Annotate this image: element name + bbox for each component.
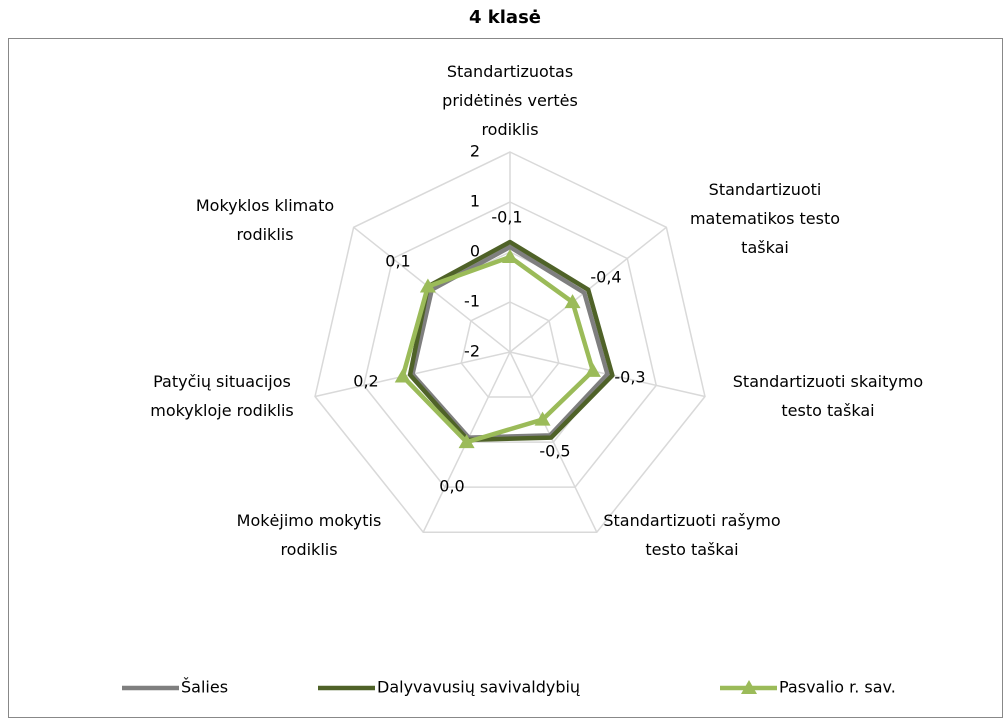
- legend-label: Pasvalio r. sav.: [779, 678, 896, 697]
- r-tick-label: 2: [470, 142, 480, 161]
- marker: [502, 249, 518, 263]
- data-label: -0,5: [539, 442, 570, 461]
- marker: [584, 362, 601, 377]
- legend-marker: [741, 680, 757, 694]
- category-label: Patyčių situacijos mokykloje rodiklis: [150, 372, 294, 420]
- spoke: [509, 351, 598, 533]
- data-label: 0,1: [385, 252, 410, 271]
- category-label: Standartizuoti skaitymo testo taškai: [733, 372, 923, 420]
- series-line: [410, 244, 610, 440]
- series-line: [400, 254, 596, 445]
- marker: [458, 434, 475, 449]
- r-tick-label: 0: [470, 242, 480, 261]
- grid-ring: [460, 301, 560, 398]
- data-label: -0,4: [590, 268, 621, 287]
- data-label: 0,2: [353, 372, 378, 391]
- grid-ring: [362, 201, 658, 488]
- category-label: Standartizuoti rašymo testo taškai: [603, 511, 780, 559]
- legend-label: Dalyvavusių savivaldybių: [377, 678, 580, 697]
- r-tick-label: -2: [464, 342, 480, 361]
- marker: [564, 294, 581, 309]
- marker: [394, 368, 411, 383]
- data-label: 0,0: [439, 477, 464, 496]
- r-tick-label: 1: [470, 192, 480, 211]
- category-label: Mokėjimo mokytis rodiklis: [237, 511, 382, 559]
- category-label: Standartizuotas pridėtinės vertės rodiklis: [442, 62, 578, 139]
- grid-ring: [314, 151, 706, 533]
- data-label: -0,1: [491, 208, 522, 227]
- category-label: Standartizuoti matematikos testo taškai: [690, 180, 840, 257]
- marker: [419, 278, 436, 293]
- chart-title: 4 klasė: [469, 7, 541, 28]
- r-tick-label: -1: [464, 292, 480, 311]
- data-label: -0,3: [614, 368, 645, 387]
- legend-label: Šalies: [181, 678, 228, 697]
- marker: [534, 411, 551, 426]
- category-label: Mokyklos klimato rodiklis: [196, 196, 334, 244]
